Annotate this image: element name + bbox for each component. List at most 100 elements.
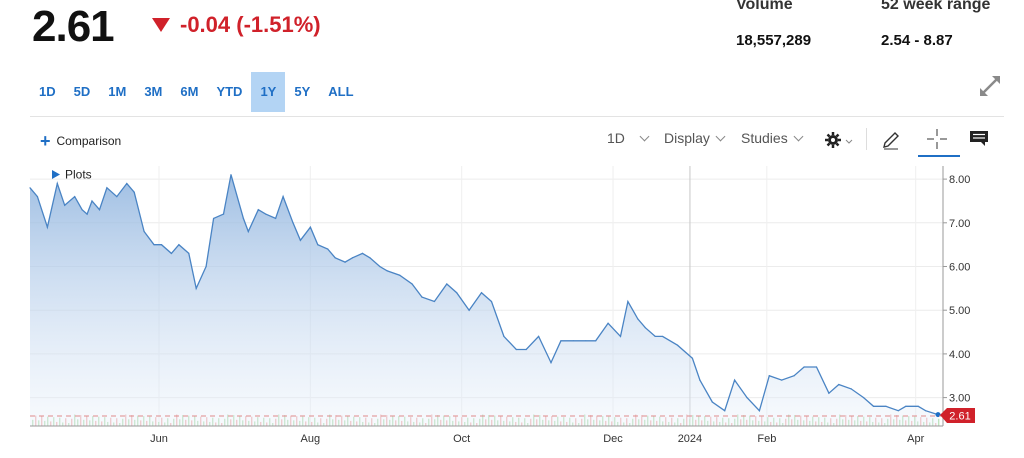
price-point (815, 366, 818, 368)
price-point (781, 379, 783, 381)
toolbar-separator (866, 128, 867, 150)
price-point (793, 375, 795, 377)
x-tick-label: Aug (301, 433, 321, 445)
price-point (828, 392, 830, 394)
price-point (627, 300, 629, 303)
price-point (126, 182, 128, 185)
price-point (676, 344, 679, 346)
price-point (897, 410, 899, 412)
price-point (917, 405, 919, 407)
header-divider (30, 116, 1004, 117)
last-price-badge-text: 2.61 (949, 411, 970, 423)
price-point (421, 296, 423, 298)
expand-icon[interactable] (976, 72, 1004, 100)
x-axis-ticks: Jun Aug Oct Dec 2024 Feb Apr (150, 433, 924, 445)
settings-icon[interactable] (824, 131, 856, 151)
price-point (247, 230, 249, 233)
price-point (327, 248, 329, 250)
price-point (282, 195, 284, 198)
comparison-button[interactable]: + Comparison (40, 132, 122, 150)
active-tool-indicator (918, 155, 960, 157)
price-point (433, 300, 435, 303)
price-point (654, 335, 656, 338)
price-point (399, 274, 401, 276)
x-tick-label: Oct (453, 433, 470, 445)
x-tick-label: Dec (603, 433, 623, 445)
price-point (863, 396, 865, 399)
price-point (170, 252, 173, 254)
range-button-5d[interactable]: 5D (73, 84, 91, 99)
price-point (361, 252, 364, 254)
last-price: 2.61 (32, 2, 115, 51)
price-point (86, 213, 88, 215)
y-tick-label: 7.00 (949, 218, 970, 230)
x-tick-label: 2024 (678, 433, 702, 445)
range-button-1m[interactable]: 1M (108, 84, 127, 99)
price-point (585, 340, 587, 342)
price-point (292, 222, 294, 224)
price-point (257, 209, 259, 211)
price-point (691, 357, 694, 359)
display-label: Display (664, 130, 710, 146)
x-tick-label: Apr (907, 433, 924, 445)
range-button-5y[interactable]: 5Y (294, 84, 311, 99)
range-button-1d[interactable]: 1D (39, 84, 56, 99)
price-point (143, 230, 145, 233)
price-point (153, 244, 155, 246)
price-point (74, 195, 76, 198)
price-point (768, 375, 770, 377)
price-point (106, 187, 108, 189)
y-tick-label: 3.00 (949, 393, 970, 405)
week-range-label: 52 week range (881, 0, 991, 13)
interval-label: 1D (607, 130, 625, 146)
price-point (344, 261, 346, 263)
price-point (369, 257, 371, 259)
price-point (550, 362, 552, 364)
price-point (758, 410, 761, 412)
price-point (711, 401, 713, 403)
price-point (468, 309, 470, 311)
price-point (456, 292, 458, 294)
price-point (195, 287, 197, 289)
price-point (299, 239, 302, 241)
price-point (56, 182, 58, 185)
price-point (411, 283, 413, 285)
price-point (334, 257, 336, 259)
studies-label: Studies (741, 130, 788, 146)
price-point (872, 405, 875, 407)
price-change: -0.04 (-1.51%) (152, 12, 321, 38)
price-point (81, 209, 83, 211)
expand-triangle-icon (52, 170, 60, 179)
y-tick-label: 5.00 (949, 305, 970, 317)
comment-icon[interactable] (969, 130, 989, 148)
pencil-icon[interactable] (880, 129, 902, 151)
range-button-3m[interactable]: 3M (144, 84, 163, 99)
plots-toggle[interactable]: Plots (52, 168, 92, 182)
price-point (619, 335, 622, 338)
comparison-label: Comparison (56, 134, 122, 148)
price-point (515, 348, 517, 351)
price-point (446, 283, 448, 285)
range-button-6m[interactable]: 6M (180, 84, 199, 99)
price-point (230, 174, 232, 176)
price-chart[interactable]: Jun Aug Oct Dec 2024 Feb Apr 8.00 7.00 6.00 5.00 4… (0, 158, 1024, 458)
crosshair-icon[interactable] (926, 128, 948, 150)
range-button-ytd[interactable]: YTD (216, 84, 243, 99)
x-tick-label: Jun (150, 433, 168, 445)
range-button-1y[interactable]: 1Y (251, 72, 286, 112)
price-point (64, 204, 66, 206)
interval-dropdown[interactable]: 1D (607, 130, 650, 146)
week-range-value: 2.54 - 8.87 (881, 32, 953, 49)
price-point (644, 327, 646, 329)
price-point (637, 318, 639, 320)
chevron-down-icon (793, 131, 804, 142)
price-point (925, 410, 927, 412)
price-point (885, 405, 887, 407)
studies-dropdown[interactable]: Studies (741, 130, 804, 146)
price-point (265, 213, 267, 215)
display-dropdown[interactable]: Display (664, 130, 726, 146)
price-point (351, 257, 354, 259)
range-button-all[interactable]: ALL (328, 84, 354, 99)
price-point (188, 252, 190, 254)
price-point (275, 217, 277, 220)
